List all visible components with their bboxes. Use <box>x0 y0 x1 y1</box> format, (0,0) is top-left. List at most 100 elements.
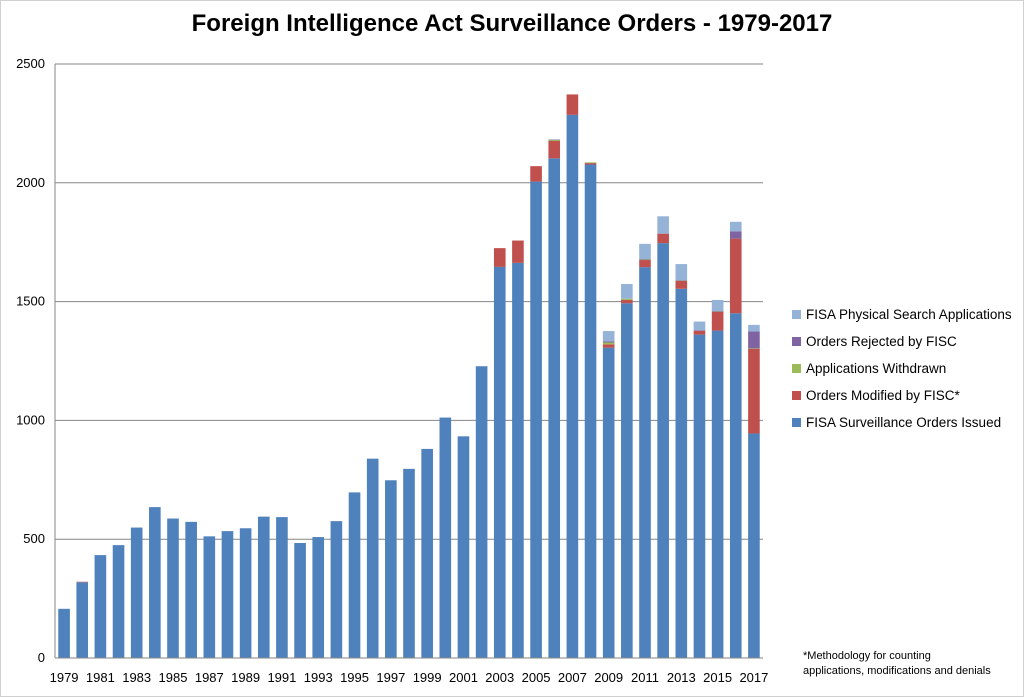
bar-orders-modified-by-fisc-2017 <box>748 348 760 434</box>
x-tick-label: 2005 <box>522 670 551 685</box>
x-tick-labels: 1979 1981 1983 1985 1987 1989 1991 1993 1995 1997… <box>50 670 769 685</box>
x-tick-label: 1993 <box>304 670 333 685</box>
legend-label: FISA Surveillance Orders Issued <box>806 414 1002 430</box>
bar-orders-rejected-by-fisc-2016 <box>729 231 742 239</box>
bar-fisa-surveillance-orders-issued-1983 <box>130 527 143 658</box>
bar-orders-modified-by-fisc-2016 <box>729 238 742 314</box>
legend-swatch <box>792 363 801 373</box>
bar-fisa-surveillance-orders-issued-2009 <box>602 347 615 658</box>
bar-fisa-surveillance-orders-issued-1999 <box>421 448 433 658</box>
bar-applications-withdrawn-2009 <box>602 342 615 345</box>
bar-orders-modified-by-fisc-2008 <box>584 163 597 165</box>
chart-title: Foreign Intelligence Act Surveillance Or… <box>191 10 833 37</box>
bar-fisa-surveillance-orders-issued-2015 <box>711 330 724 658</box>
bar-orders-rejected-by-fisc-2017 <box>748 331 760 349</box>
x-tick-label: 1991 <box>267 670 296 685</box>
bar-fisa-surveillance-orders-issued-1981 <box>94 555 107 658</box>
bar-applications-withdrawn-2010 <box>621 298 633 300</box>
bars <box>58 94 760 659</box>
y-tick-label: 500 <box>23 531 45 546</box>
bar-orders-modified-by-fisc-2015 <box>711 311 724 331</box>
bar-fisa-surveillance-orders-issued-1984 <box>149 507 161 658</box>
bar-orders-modified-by-fisc-2014 <box>693 330 706 335</box>
bar-fisa-surveillance-orders-issued-2000 <box>439 417 452 658</box>
y-tick-label: 2000 <box>16 175 45 190</box>
bar-fisa-surveillance-orders-issued-2017 <box>748 433 760 658</box>
bar-fisa-surveillance-orders-issued-2002 <box>475 366 488 658</box>
x-tick-label: 1995 <box>340 670 369 685</box>
bar-fisa-surveillance-orders-issued-2006 <box>548 158 561 658</box>
legend-item: Orders Modified by FISC* <box>792 386 1012 404</box>
legend-label: Applications Withdrawn <box>806 360 947 376</box>
x-tick-label: 2009 <box>594 670 623 685</box>
x-tick-label: 1981 <box>86 670 115 685</box>
y-tick-label: 0 <box>38 650 45 665</box>
bar-fisa-surveillance-orders-issued-1996 <box>366 458 379 658</box>
legend-item: FISA Physical Search Applications <box>792 305 1012 323</box>
bar-orders-modified-by-fisc-2011 <box>639 260 651 268</box>
bar-fisa-surveillance-orders-issued-2012 <box>657 243 669 659</box>
x-tick-label: 2017 <box>739 670 768 685</box>
bar-fisa-surveillance-orders-issued-1979 <box>58 608 70 658</box>
bar-fisa-physical-search-applications-2016 <box>729 221 742 232</box>
bar-fisa-surveillance-orders-issued-2014 <box>693 334 706 658</box>
bar-fisa-surveillance-orders-issued-1987 <box>203 536 216 658</box>
bar-fisa-surveillance-orders-issued-1994 <box>330 521 343 658</box>
bar-fisa-physical-search-applications-2015 <box>711 299 724 312</box>
bar-orders-rejected-by-fisc-2013 <box>675 280 688 281</box>
x-tick-label: 1989 <box>231 670 260 685</box>
bar-fisa-surveillance-orders-issued-1997 <box>385 480 397 658</box>
bar-orders-rejected-by-fisc-2006 <box>548 139 561 141</box>
x-tick-label: 2011 <box>631 670 659 685</box>
bar-orders-modified-by-fisc-2013 <box>675 280 688 289</box>
bar-orders-modified-by-fisc-2004 <box>512 240 524 263</box>
bar-fisa-surveillance-orders-issued-1989 <box>239 528 252 658</box>
bar-fisa-surveillance-orders-issued-2003 <box>493 266 506 658</box>
legend-label: Orders Rejected by FISC <box>806 333 957 349</box>
bar-orders-modified-by-fisc-1980 <box>76 581 89 583</box>
bar-fisa-surveillance-orders-issued-1980 <box>76 582 89 658</box>
legend-item: FISA Surveillance Orders Issued <box>792 413 1012 431</box>
bar-orders-modified-by-fisc-2009 <box>602 344 615 348</box>
axes <box>54 64 763 659</box>
bar-orders-modified-by-fisc-2006 <box>548 140 561 159</box>
legend-item: Orders Rejected by FISC <box>792 332 1012 350</box>
bar-fisa-surveillance-orders-issued-1985 <box>167 518 179 658</box>
y-tick-labels: 0 500 1000 1500 2000 2500 <box>16 56 45 665</box>
bar-fisa-surveillance-orders-issued-1992 <box>294 543 306 658</box>
bar-orders-rejected-by-fisc-2014 <box>693 330 706 331</box>
bar-applications-withdrawn-2008 <box>584 162 597 164</box>
bar-fisa-surveillance-orders-issued-2010 <box>621 303 633 658</box>
bar-fisa-surveillance-orders-issued-1990 <box>257 516 270 658</box>
bar-fisa-physical-search-applications-2017 <box>748 324 760 332</box>
x-tick-label: 2003 <box>485 670 514 685</box>
bar-fisa-physical-search-applications-2014 <box>693 321 706 331</box>
bar-orders-modified-by-fisc-2003 <box>493 248 506 267</box>
bar-orders-rejected-by-fisc-2011 <box>639 259 651 260</box>
x-tick-label: 1999 <box>413 670 442 685</box>
legend-swatch <box>792 309 801 319</box>
bar-fisa-physical-search-applications-2012 <box>657 216 669 234</box>
bar-fisa-surveillance-orders-issued-2005 <box>530 181 542 658</box>
bar-applications-withdrawn-2017 <box>748 348 760 349</box>
bar-fisa-surveillance-orders-issued-1995 <box>348 492 361 658</box>
x-tick-label: 2007 <box>558 670 587 685</box>
bar-fisa-surveillance-orders-issued-2007 <box>566 114 579 659</box>
x-tick-label: 2015 <box>703 670 732 685</box>
x-tick-label: 1979 <box>50 670 79 685</box>
bar-fisa-surveillance-orders-issued-1991 <box>276 517 288 658</box>
x-tick-label: 1985 <box>159 670 188 685</box>
x-tick-label: 1987 <box>195 670 224 685</box>
legend-swatch <box>792 336 801 346</box>
y-tick-label: 1500 <box>16 294 45 309</box>
bar-orders-rejected-by-fisc-2009 <box>602 341 615 343</box>
gridlines <box>55 63 763 540</box>
bar-fisa-surveillance-orders-issued-2016 <box>729 313 742 658</box>
footnote: *Methodology for counting applications, … <box>803 649 991 679</box>
legend-item: Applications Withdrawn <box>792 359 1012 377</box>
bar-fisa-surveillance-orders-issued-1993 <box>312 537 325 658</box>
x-tick-label: 2013 <box>667 670 696 685</box>
bar-fisa-surveillance-orders-issued-1982 <box>112 545 125 658</box>
bar-fisa-surveillance-orders-issued-1988 <box>221 531 234 658</box>
